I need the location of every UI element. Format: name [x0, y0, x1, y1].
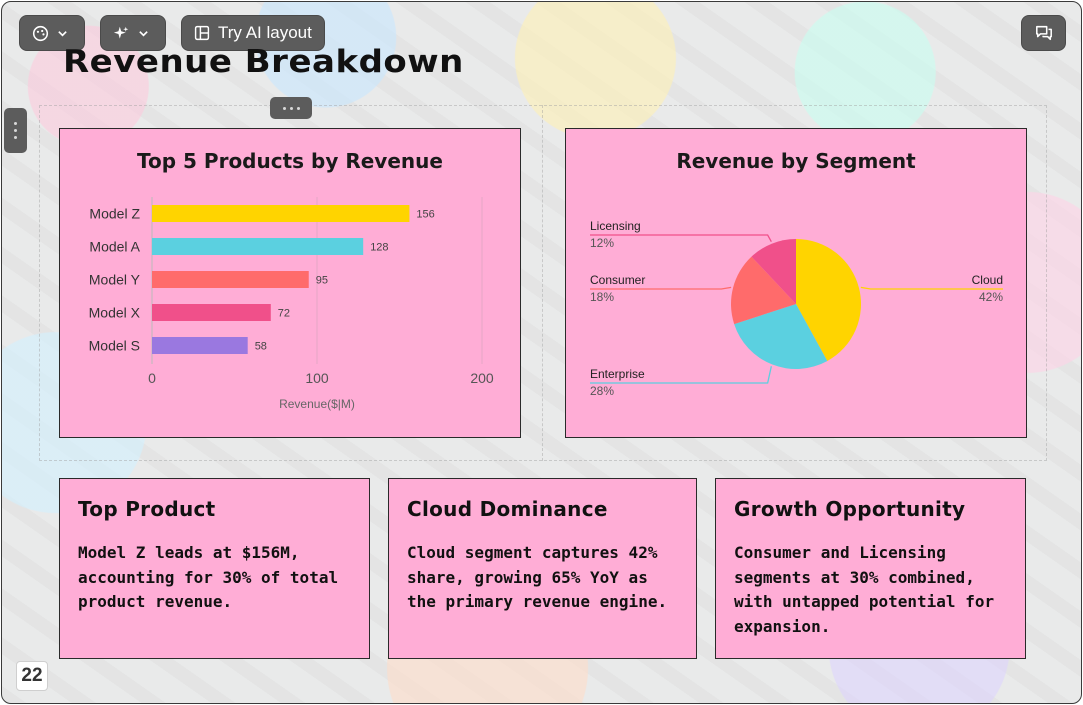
pie-chart: Cloud 42% Enterprise 28% Consumer 18% Licensin… — [590, 219, 1003, 398]
slice-label: Licensing — [590, 219, 641, 233]
slice-label: Consumer — [590, 273, 645, 287]
insight-card-cloud-dominance[interactable]: Cloud Dominance Cloud segment captures 4… — [388, 478, 697, 659]
layout-guide — [542, 105, 543, 461]
y-category-label: Model X — [89, 305, 141, 321]
insight-body: Consumer and Licensing segments at 30% c… — [734, 543, 995, 636]
theme-menu-button[interactable] — [19, 15, 85, 51]
y-category-label: Model Z — [89, 206, 140, 222]
pie-slice — [751, 239, 796, 304]
sparkles-icon — [113, 25, 130, 42]
y-category-label: Model A — [89, 239, 140, 255]
leader-line — [590, 234, 772, 243]
insight-title: Growth Opportunity — [734, 497, 966, 521]
chevron-down-icon — [57, 28, 68, 39]
insight-title: Cloud Dominance — [407, 497, 608, 521]
try-ai-layout-label: Try AI layout — [218, 23, 312, 42]
slice-percent-label: 28% — [590, 384, 614, 398]
grip-dot — [14, 129, 17, 132]
slice-percent-label: 12% — [590, 236, 614, 250]
bar-value-label: 156 — [416, 209, 434, 221]
layout-icon — [194, 25, 210, 41]
layout-guide — [39, 105, 1047, 461]
comments-button[interactable] — [1021, 15, 1066, 51]
insight-card-top-product[interactable]: Top Product Model Z leads at $156M, acco… — [59, 478, 370, 659]
insight-card-growth-opportunity[interactable]: Growth Opportunity Consumer and Licensin… — [715, 478, 1026, 659]
pie-slice — [796, 239, 861, 361]
bar-value-label: 95 — [316, 275, 328, 287]
slice-label: Enterprise — [590, 367, 645, 381]
y-category-label: Model S — [89, 338, 140, 354]
x-tick-label: 0 — [148, 370, 156, 386]
pie-slice — [734, 304, 828, 369]
slide-title[interactable]: Revenue Breakdown — [63, 43, 464, 81]
bar — [152, 271, 309, 288]
palette-icon — [32, 25, 49, 42]
x-tick-label: 100 — [305, 370, 329, 386]
bar — [152, 205, 410, 222]
page-number: 22 — [16, 661, 48, 691]
grip-dot — [282, 106, 286, 110]
leader-line — [590, 366, 772, 384]
grip-dot — [14, 122, 17, 125]
leader-line — [860, 286, 1003, 290]
pie-chart-title: Revenue by Segment — [676, 149, 916, 173]
bar-chart: 0 100 200 Model Z 156 Model A 128 Model Y 95 Mode… — [89, 197, 494, 411]
bar-value-label: 72 — [278, 308, 290, 320]
leader-line — [590, 286, 732, 290]
comments-icon — [1035, 24, 1053, 42]
bar — [152, 337, 248, 354]
pie-slice — [731, 256, 796, 325]
insight-body: Cloud segment captures 42% share, growin… — [407, 543, 668, 611]
x-tick-label: 200 — [470, 370, 494, 386]
block-drag-handle[interactable] — [4, 108, 27, 153]
bar-value-label: 58 — [255, 341, 267, 353]
chevron-down-icon — [138, 28, 149, 39]
magic-menu-button[interactable] — [100, 15, 166, 51]
insight-title: Top Product — [78, 497, 216, 521]
bar — [152, 238, 364, 255]
bar-value-label: 128 — [370, 242, 388, 254]
slice-percent-label: 18% — [590, 290, 614, 304]
x-axis-label: Revenue($|M) — [279, 397, 355, 411]
bar-chart-title: Top 5 Products by Revenue — [137, 149, 443, 173]
slice-label: Cloud — [972, 273, 1003, 287]
pie-chart-card[interactable]: Revenue by Segment Cloud 42% Enterprise 28%… — [565, 128, 1027, 438]
grip-dot — [296, 106, 300, 110]
bar — [152, 304, 271, 321]
insight-body: Model Z leads at $156M, accounting for 3… — [78, 543, 339, 611]
grip-dot — [14, 136, 17, 139]
drag-handle[interactable] — [270, 97, 312, 119]
y-category-label: Model Y — [89, 272, 141, 288]
slice-percent-label: 42% — [979, 290, 1003, 304]
try-ai-layout-button[interactable]: Try AI layout — [181, 15, 325, 51]
grip-dot — [289, 106, 293, 110]
bar-chart-card[interactable]: Top 5 Products by Revenue 0 100 200 Model Z… — [59, 128, 521, 438]
